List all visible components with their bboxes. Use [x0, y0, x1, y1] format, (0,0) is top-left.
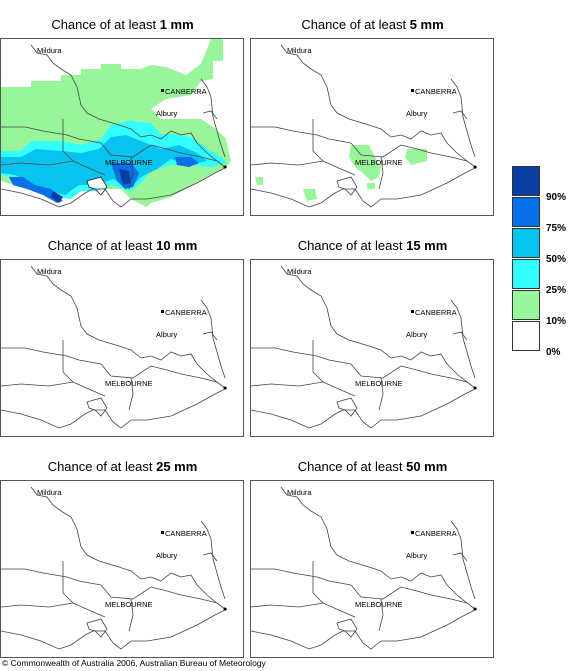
city-mildura: Mildura: [287, 46, 312, 55]
city-mildura: Mildura: [37, 46, 62, 55]
boundaries: [251, 265, 478, 429]
rainfall-map: Mildura CANBERRA Albury MELBOURNE: [0, 38, 244, 216]
boundaries: [1, 265, 228, 429]
city-canberra: CANBERRA: [415, 308, 457, 317]
panel-title: Chance of at least 15 mm: [297, 238, 448, 253]
map-svg: Mildura CANBERRA Albury MELBOURNE: [251, 486, 478, 650]
city-melbourne: MELBOURNE: [105, 600, 153, 609]
rainfall-map: Mildura CANBERRA Albury MELBOURNE: [250, 38, 494, 216]
city-mildura: Mildura: [287, 267, 312, 276]
legend-swatch-50: [512, 228, 540, 258]
legend-swatch-25: [512, 259, 540, 289]
legend-swatch-0: [512, 321, 540, 351]
canberra-marker: [161, 310, 164, 313]
city-albury: Albury: [156, 109, 178, 118]
boundaries: [251, 486, 478, 650]
city-albury: Albury: [156, 551, 178, 560]
city-canberra: CANBERRA: [165, 87, 207, 96]
legend-label-25: 25%: [546, 285, 567, 296]
rain-shading: [255, 145, 427, 201]
legend-label-90: 90%: [546, 192, 567, 203]
legend-swatch-75: [512, 197, 540, 227]
canberra-marker: [411, 531, 414, 534]
east-cape-marker: [223, 386, 227, 390]
rainfall-map: Mildura CANBERRA Albury MELBOURNE: [250, 259, 494, 437]
city-melbourne: MELBOURNE: [105, 158, 153, 167]
east-cape-marker: [223, 165, 227, 169]
map-svg: Mildura CANBERRA Albury MELBOURNE: [1, 39, 231, 208]
east-cape-marker: [473, 607, 477, 611]
city-canberra: CANBERRA: [165, 308, 207, 317]
city-albury: Albury: [406, 551, 428, 560]
city-melbourne: MELBOURNE: [105, 379, 153, 388]
legend-label-0: 0%: [546, 347, 561, 358]
panel-title: Chance of at least 10 mm: [47, 238, 198, 253]
legend-label-75: 75%: [546, 223, 567, 234]
legend-swatch-90: [512, 166, 540, 196]
panel-title: Chance of at least 50 mm: [297, 459, 448, 474]
east-cape-marker: [473, 386, 477, 390]
canberra-marker: [161, 89, 164, 92]
boundaries: [251, 44, 478, 208]
rainfall-map: Mildura CANBERRA Albury MELBOURNE: [0, 480, 244, 658]
city-canberra: CANBERRA: [415, 87, 457, 96]
panel-title: Chance of at least 5 mm: [301, 17, 444, 32]
city-melbourne: MELBOURNE: [355, 600, 403, 609]
city-albury: Albury: [156, 330, 178, 339]
city-albury: Albury: [406, 330, 428, 339]
city-canberra: CANBERRA: [415, 529, 457, 538]
legend-label-10: 10%: [546, 316, 567, 327]
legend-swatch-10: [512, 290, 540, 320]
copyright-notice: © Commonwealth of Australia 2006, Austra…: [2, 658, 266, 668]
city-mildura: Mildura: [37, 488, 62, 497]
east-cape-marker: [473, 165, 477, 169]
east-cape-marker: [223, 607, 227, 611]
map-svg: Mildura CANBERRA Albury MELBOURNE: [1, 265, 228, 429]
canberra-marker: [411, 89, 414, 92]
panel-title: Chance of at least 1 mm: [51, 17, 194, 32]
city-mildura: Mildura: [37, 267, 62, 276]
rainfall-map: Mildura CANBERRA Albury MELBOURNE: [250, 480, 494, 658]
city-melbourne: MELBOURNE: [355, 379, 403, 388]
city-albury: Albury: [406, 109, 428, 118]
boundaries: [1, 44, 228, 208]
city-melbourne: MELBOURNE: [355, 158, 403, 167]
map-svg: Mildura CANBERRA Albury MELBOURNE: [251, 265, 478, 429]
rain-shading: [1, 39, 231, 207]
panel-title: Chance of at least 25 mm: [47, 459, 198, 474]
city-mildura: Mildura: [287, 488, 312, 497]
city-canberra: CANBERRA: [165, 529, 207, 538]
map-svg: Mildura CANBERRA Albury MELBOURNE: [251, 44, 478, 208]
canberra-marker: [411, 310, 414, 313]
boundaries: [1, 486, 228, 650]
coastline: [86, 176, 108, 196]
rainfall-map: Mildura CANBERRA Albury MELBOURNE: [0, 259, 244, 437]
legend-label-50: 50%: [546, 254, 567, 265]
canberra-marker: [161, 531, 164, 534]
map-svg: Mildura CANBERRA Albury MELBOURNE: [1, 486, 228, 650]
